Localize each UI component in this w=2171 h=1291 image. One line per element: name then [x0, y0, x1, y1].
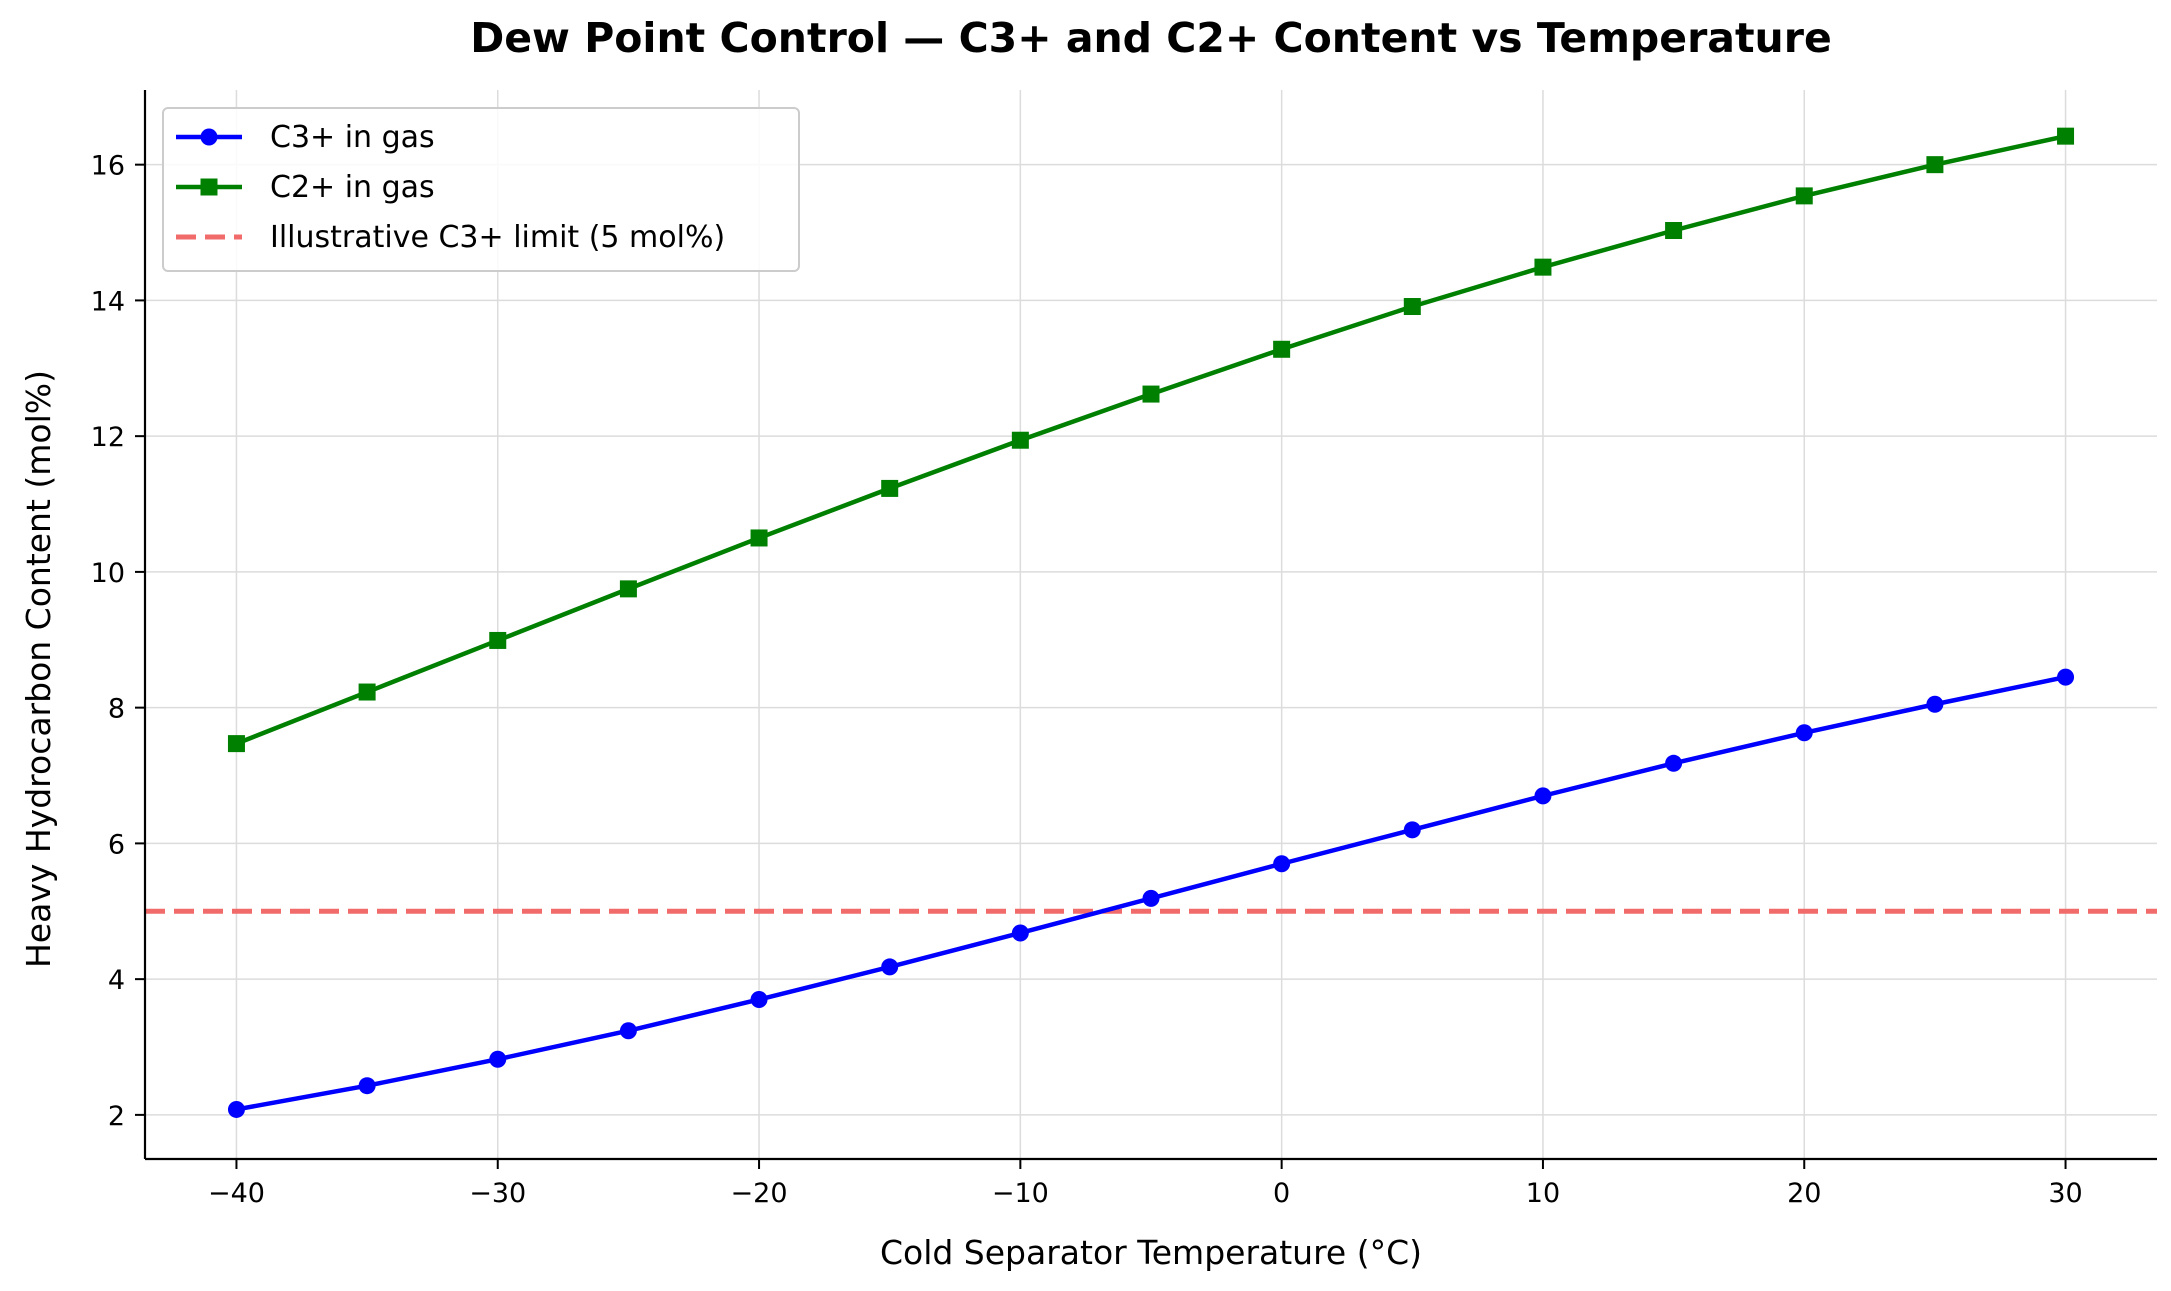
- legend-marker: [200, 128, 218, 146]
- data-point: [1403, 821, 1421, 839]
- data-point: [227, 1100, 245, 1118]
- data-point: [750, 990, 768, 1008]
- x-tick-label: −20: [731, 1178, 788, 1209]
- data-point: [489, 631, 507, 649]
- y-tick-label: 10: [91, 558, 125, 589]
- data-point: [1795, 724, 1813, 742]
- data-point: [1926, 695, 1944, 713]
- x-tick-label: −10: [992, 1178, 1049, 1209]
- legend-label: C2+ in gas: [270, 170, 435, 205]
- data-point: [2057, 127, 2075, 145]
- data-point: [1273, 340, 1291, 358]
- data-point: [881, 479, 899, 497]
- data-point: [619, 580, 637, 598]
- data-point: [1403, 298, 1421, 316]
- y-axis-title: Heavy Hydrocarbon Content (mol%): [19, 370, 58, 968]
- series-group: [227, 127, 2075, 1118]
- data-point: [1665, 754, 1683, 772]
- data-point: [1011, 431, 1029, 449]
- data-point: [1926, 156, 1944, 174]
- y-tick-label: 6: [108, 829, 125, 860]
- x-tick-label: −40: [208, 1178, 265, 1209]
- y-tick-label: 14: [91, 286, 125, 317]
- x-axis-title: Cold Separator Temperature (°C): [880, 1233, 1422, 1272]
- y-tick-label: 8: [108, 694, 125, 725]
- y-tick-label: 16: [91, 151, 125, 182]
- data-point: [1142, 889, 1160, 907]
- x-tick-label: 20: [1787, 1178, 1821, 1209]
- x-tick-label: 10: [1526, 1178, 1560, 1209]
- legend-marker: [200, 178, 218, 196]
- x-tick-label: −30: [469, 1178, 526, 1209]
- data-point: [1273, 855, 1291, 873]
- y-tick-label: 12: [91, 422, 125, 453]
- axes: [143, 90, 2157, 1161]
- data-point: [358, 683, 376, 701]
- legend: C3+ in gas C2+ in gas Illustrative C3+ lim…: [162, 107, 800, 272]
- data-point: [1142, 385, 1160, 403]
- legend-label: Illustrative C3+ limit (5 mol%): [270, 220, 725, 255]
- data-point: [1534, 258, 1552, 276]
- y-tick-label: 4: [108, 965, 125, 996]
- data-point: [1665, 221, 1683, 239]
- data-point: [489, 1050, 507, 1068]
- data-point: [227, 735, 245, 753]
- x-tick-label: 30: [2048, 1178, 2082, 1209]
- data-point: [1534, 787, 1552, 805]
- data-point: [750, 529, 768, 547]
- data-point: [619, 1022, 637, 1040]
- x-tick-label: 0: [1273, 1178, 1290, 1209]
- legend-label: C3+ in gas: [270, 120, 435, 155]
- y-tick-label: 2: [108, 1101, 125, 1132]
- chart-title: Dew Point Control — C3+ and C2+ Content …: [470, 14, 1832, 62]
- legend-box: [162, 107, 800, 272]
- data-point: [881, 958, 899, 976]
- data-point: [1795, 187, 1813, 205]
- data-point: [1011, 924, 1029, 942]
- ticks: −40 −30 −20 −10 0 10 20 30 2 4 6 8 10 12 14 16: [91, 151, 2083, 1209]
- data-point: [2057, 668, 2075, 686]
- data-point: [358, 1077, 376, 1095]
